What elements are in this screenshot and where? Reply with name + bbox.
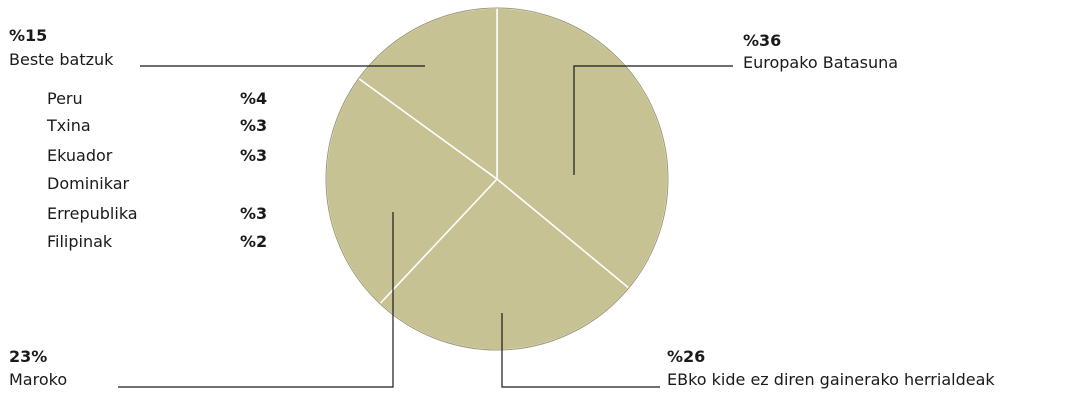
others-item-value: %2 xyxy=(240,232,268,251)
others-item-label: Ekuador xyxy=(47,146,113,165)
others-item-value: %3 xyxy=(240,116,268,135)
slice-value-label-eu: %36 xyxy=(743,31,782,50)
slice-name-label-maroko: Maroko xyxy=(9,370,68,389)
slice-value-label-maroko: 23% xyxy=(9,347,48,366)
pie-slices xyxy=(325,7,669,351)
others-item-value: %3 xyxy=(240,146,268,165)
others-item-value: %4 xyxy=(240,89,268,108)
pie-outline xyxy=(325,7,669,351)
slice-name-label-eu: Europako Batasuna xyxy=(743,53,899,72)
others-item-label-line2: Errepublika xyxy=(47,204,138,223)
leader-line-eu xyxy=(573,65,733,175)
slice-value-label-non-eu: %26 xyxy=(667,347,706,366)
others-item-label: Filipinak xyxy=(47,232,113,251)
others-item-label-line1: Dominikar xyxy=(47,174,130,193)
slice-name-label-others: Beste batzuk xyxy=(9,50,114,69)
leader-line-non-eu xyxy=(501,313,660,388)
slice-value-label-others: %15 xyxy=(9,26,48,45)
others-item-label: Peru xyxy=(47,89,83,108)
others-item-label: Txina xyxy=(47,116,91,135)
leader-lines xyxy=(118,65,733,388)
leader-line-maroko xyxy=(118,212,394,388)
slice-name-label-non-eu: EBko kide ez diren gainerako herrialdeak xyxy=(667,370,995,389)
others-item-value: %3 xyxy=(240,204,268,223)
